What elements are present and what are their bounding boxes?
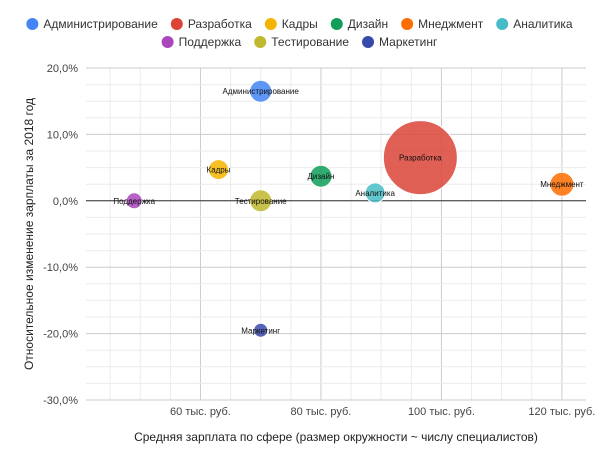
bubble-label: Администрирование xyxy=(223,87,300,96)
x-axis-ticks: 60 тыс. руб. 80 тыс. руб. 100 тыс. руб. 120… xyxy=(170,406,595,418)
legend-item: Тестирование xyxy=(254,35,349,49)
bubble-circle xyxy=(249,189,273,213)
bubble-label: Мнеджмент xyxy=(540,180,584,189)
bubble-circle xyxy=(382,120,458,196)
legend-label: Мнеджмент xyxy=(418,17,484,31)
x-tick-label: 80 тыс. руб. xyxy=(291,406,352,418)
bubble-circle xyxy=(125,192,143,210)
legend-marker xyxy=(330,18,343,30)
bubble-label: Дизайн xyxy=(307,172,334,181)
bubble: Мнеджмент xyxy=(540,171,584,197)
legend: Администрирование Разработка Кадры Дизайн Мн… xyxy=(26,17,573,49)
bubble-circle xyxy=(549,171,575,197)
legend-marker xyxy=(264,18,277,30)
legend-marker xyxy=(161,36,174,48)
bubble-label: Маркетинг xyxy=(241,326,280,335)
bubble-label: Тестирование xyxy=(235,197,287,206)
legend-label: Маркетинг xyxy=(379,35,438,49)
legend-item: Разработка xyxy=(170,17,252,31)
y-tick-label: -30,0% xyxy=(43,395,78,407)
y-tick-label: -10,0% xyxy=(43,262,78,274)
legend-item: Мнеджмент xyxy=(401,17,484,31)
bubble-label: Разработка xyxy=(399,154,442,163)
legend-label: Поддержка xyxy=(179,35,242,49)
x-tick-label: 60 тыс. руб. xyxy=(170,406,231,418)
bubble: Тестирование xyxy=(235,189,287,213)
legend-item: Аналитика xyxy=(496,17,573,31)
bubble-circle xyxy=(249,79,273,103)
bubble: Кадры xyxy=(207,159,231,181)
legend-label: Тестирование xyxy=(271,35,349,49)
x-tick-label: 100 тыс. руб. xyxy=(408,406,475,418)
legend-item: Маркетинг xyxy=(362,35,438,49)
bubble: Аналитика xyxy=(355,182,396,204)
legend-marker xyxy=(496,18,509,30)
bubble: Администрирование xyxy=(223,79,300,103)
y-tick-label: -20,0% xyxy=(43,329,78,341)
legend-marker xyxy=(254,36,267,48)
bubbles: Разработка Мнеджмент Администрирование Диза… xyxy=(113,79,584,338)
bubble: Дизайн xyxy=(307,164,334,188)
bubble-circle xyxy=(364,182,386,204)
y-tick-label: 10,0% xyxy=(47,129,78,141)
legend-label: Разработка xyxy=(188,17,252,31)
legend-label: Кадры xyxy=(282,17,318,31)
legend-label: Дизайн xyxy=(348,17,388,31)
bubble-label: Кадры xyxy=(207,166,231,175)
y-axis-ticks: 20,0% 10,0% 0,0% -10,0% -20,0% -30,0% xyxy=(43,63,78,407)
legend-item: Поддержка xyxy=(161,35,242,49)
legend-marker xyxy=(362,36,375,48)
y-tick-label: 20,0% xyxy=(47,63,78,75)
legend-label: Аналитика xyxy=(513,17,573,31)
bubble-circle xyxy=(253,322,269,338)
legend-item: Кадры xyxy=(264,17,318,31)
bubble-label: Поддержка xyxy=(113,197,155,206)
legend-marker xyxy=(26,18,39,30)
legend-label: Администрирование xyxy=(43,17,158,31)
bubble-label: Аналитика xyxy=(355,189,395,198)
bubble: Поддержка xyxy=(113,192,156,210)
legend-marker xyxy=(401,18,414,30)
x-axis-title: Средняя зарплата по сфере (размер окружн… xyxy=(134,430,538,444)
bubble-circle xyxy=(208,159,230,181)
grid xyxy=(86,67,586,401)
legend-item: Дизайн xyxy=(330,17,388,31)
y-tick-label: 0,0% xyxy=(53,196,78,208)
bubble-circle xyxy=(309,164,333,188)
legend-marker xyxy=(170,18,183,30)
x-tick-label: 120 тыс. руб. xyxy=(528,406,595,418)
bubble: Разработка xyxy=(382,120,458,196)
y-axis-title: Относительное изменение зарплаты за 2018… xyxy=(22,98,36,370)
legend-item: Администрирование xyxy=(26,17,158,31)
bubble: Маркетинг xyxy=(241,322,280,338)
